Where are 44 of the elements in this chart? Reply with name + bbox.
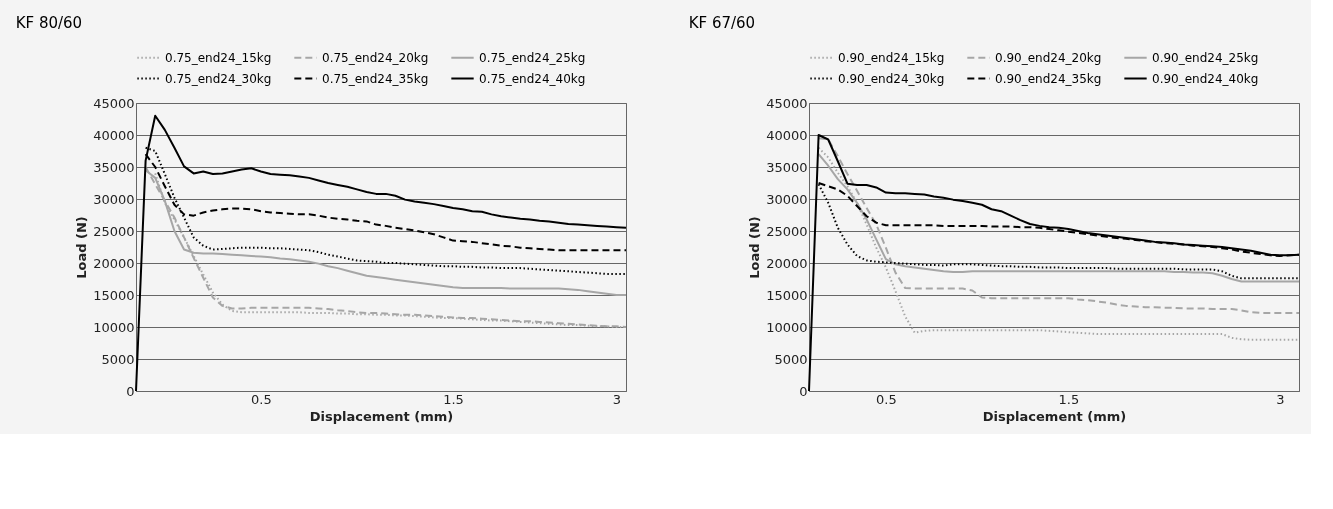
- y-tick-label: 5000: [774, 351, 808, 367]
- legend-label: 0.75_end24_30kg: [165, 71, 272, 86]
- chart-title: KF 80/60: [15, 14, 83, 32]
- y-tick-label: 45000: [766, 95, 808, 111]
- legend-label: 0.75_end24_35kg: [322, 71, 429, 86]
- legend-label: 0.75_end24_15kg: [165, 50, 272, 65]
- legend-label: 0.90_end24_40kg: [1152, 71, 1259, 86]
- x-axis-title: Displacement (mm): [309, 408, 454, 424]
- legend-label: 0.75_end24_20kg: [322, 50, 429, 65]
- y-tick-label: 15000: [766, 287, 808, 303]
- x-tick-label: 1.5: [1058, 391, 1080, 407]
- x-tick-label: 3: [1276, 391, 1285, 407]
- y-tick-label: 25000: [93, 223, 135, 239]
- y-tick-label: 20000: [766, 255, 808, 271]
- legend-label: 0.75_end24_40kg: [479, 71, 586, 86]
- y-tick-label: 15000: [93, 287, 135, 303]
- legend-label: 0.90_end24_15kg: [838, 50, 945, 65]
- chart-title: KF 67/60: [688, 14, 756, 32]
- y-tick-label: 5000: [101, 351, 135, 367]
- y-tick-label: 20000: [93, 255, 135, 271]
- y-tick-label: 30000: [93, 191, 135, 207]
- legend-label: 0.90_end24_20kg: [995, 50, 1102, 65]
- legend-label: 0.75_end24_25kg: [479, 50, 586, 65]
- legend-label: 0.90_end24_35kg: [995, 71, 1102, 86]
- y-tick-label: 25000: [766, 223, 808, 239]
- y-tick-label: 10000: [93, 319, 135, 335]
- x-axis-title: Displacement (mm): [982, 408, 1127, 424]
- legend-label: 0.90_end24_30kg: [838, 71, 945, 86]
- legend-label: 0.90_end24_25kg: [1152, 50, 1259, 65]
- x-tick-label: 0.5: [251, 391, 272, 407]
- y-tick-label: 45000: [93, 95, 135, 111]
- y-tick-label: 10000: [766, 319, 808, 335]
- y-axis-title: Load (N): [74, 216, 90, 279]
- y-tick-label: 40000: [766, 127, 808, 143]
- x-tick-label: 0.5: [876, 391, 897, 407]
- y-tick-label: 0: [126, 383, 135, 399]
- y-tick-label: 0: [799, 383, 808, 399]
- y-tick-label: 35000: [766, 159, 808, 175]
- x-tick-label: 3: [612, 391, 622, 407]
- x-tick-label: 1.5: [443, 391, 464, 407]
- y-tick-label: 35000: [93, 159, 135, 175]
- y-axis-title: Load (N): [747, 216, 763, 279]
- y-tick-label: 40000: [93, 127, 135, 143]
- y-tick-label: 30000: [766, 191, 808, 207]
